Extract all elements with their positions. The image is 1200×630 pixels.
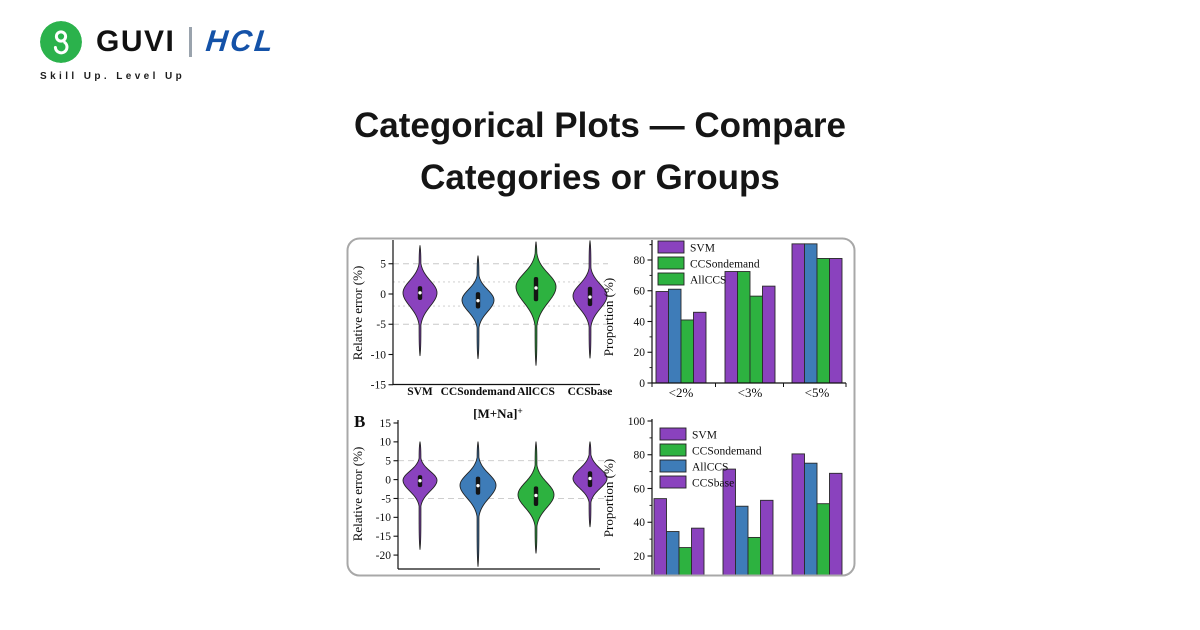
brand-guvi-text: GUVI (96, 25, 176, 58)
legend-label: CCSondemand (690, 259, 760, 271)
bar-bar-chart-top-g3-b4 (829, 258, 843, 384)
violin-v2 (459, 441, 497, 567)
legend-label: CCSondemand (692, 446, 762, 458)
legend-swatch-AllCCS (657, 272, 685, 286)
svg-text:0: 0 (639, 378, 645, 390)
legend-swatch-CCSbase (659, 475, 687, 489)
page-title-line2: Categories or Groups (420, 158, 780, 197)
legend-swatch-CCSondemand (657, 256, 685, 270)
brand-divider (189, 27, 192, 57)
bar-bar-chart-bottom-g1-b1 (653, 498, 667, 576)
svg-text:Proportion (%): Proportion (%) (601, 278, 616, 356)
legend-swatch-AllCCS (659, 459, 687, 473)
bar-bar-chart-top-g1-b2 (668, 288, 682, 384)
brand-header: GUVI HCL Skill Up. Level Up (40, 20, 277, 82)
svg-text:-5: -5 (381, 493, 391, 505)
violin-AllCCS (515, 241, 557, 366)
bar-bar-chart-bottom-g1-b2 (666, 531, 680, 576)
legend-swatch-CCSondemand (659, 443, 687, 457)
legend-label: SVM (690, 243, 715, 255)
svg-text:80: 80 (634, 450, 646, 462)
svg-text:40: 40 (634, 316, 646, 328)
svg-text:60: 60 (634, 286, 646, 298)
svg-text:60: 60 (634, 483, 646, 495)
figure-svg: 5 0 -5 -10 -15 Relative error (%) SVM CCSondema… (346, 237, 856, 577)
violin-v1 (402, 441, 438, 550)
legend-swatch-SVM (659, 427, 687, 441)
bar-bar-chart-top-g2-b3 (749, 295, 763, 384)
svg-text:-15: -15 (376, 531, 392, 543)
figure-content: 5 0 -5 -10 -15 Relative error (%) SVM CCSondema… (350, 240, 847, 576)
legend-label: CCSbase (692, 478, 734, 490)
figure-panel-border (346, 237, 856, 577)
bar-bar-chart-bottom-g2-b4 (760, 499, 774, 576)
svg-text:-20: -20 (376, 550, 392, 562)
bar-bar-chart-top-g2-b1 (724, 271, 738, 384)
bar-bar-chart-top-g1-b1 (655, 291, 669, 384)
svg-text:40: 40 (634, 517, 646, 529)
svg-text:-5: -5 (376, 319, 386, 331)
bar-bar-chart-bottom-g2-b3 (747, 536, 761, 576)
bar-bar-chart-bottom-g3-b1 (791, 453, 805, 576)
bar-bar-chart-bottom-g3-b4 (829, 472, 843, 576)
page-title: Categorical Plots — Compare Categories o… (0, 100, 1200, 204)
subplot-title: [M+Na]+ (473, 406, 523, 421)
bar-bar-chart-top-g3-b3 (816, 258, 830, 384)
violin-plot-b: 15 10 5 0 -5 -10 -15 -20 Relative error (%) B [M+N… (350, 406, 608, 570)
svg-text:-10: -10 (376, 512, 392, 524)
bar-bar-chart-top-g3-b2 (804, 243, 818, 384)
svg-text:<3%: <3% (738, 385, 763, 400)
svg-text:80: 80 (634, 255, 646, 267)
legend-label: AllCCS (692, 462, 728, 474)
bar-bar-chart-top-g3-b1 (791, 243, 805, 384)
svg-text:0: 0 (385, 474, 391, 486)
svg-text:SVM: SVM (407, 386, 433, 398)
svg-text:5: 5 (380, 259, 386, 271)
svg-text:100: 100 (628, 416, 646, 428)
svg-text:Proportion (%): Proportion (%) (601, 459, 616, 537)
bar-chart-top: 0 20 40 60 80 Proportion (%) <2% <3% <5% SVM CCSon… (601, 240, 847, 400)
bar-bar-chart-bottom-g3-b2 (804, 462, 818, 576)
svg-text:10: 10 (380, 437, 392, 449)
svg-text:15: 15 (380, 418, 392, 430)
svg-text:AllCCS: AllCCS (517, 386, 555, 398)
svg-text:<2%: <2% (669, 385, 694, 400)
svg-text:CCSbase: CCSbase (568, 386, 613, 398)
svg-text:0: 0 (380, 289, 386, 301)
svg-text:-15: -15 (371, 380, 387, 392)
bar-bar-chart-bottom-g1-b3 (678, 547, 692, 576)
panel-letter: B (354, 412, 365, 431)
bar-bar-chart-top-g2-b2 (737, 271, 751, 384)
bar-bar-chart-top-g1-b4 (693, 311, 707, 384)
figure-panel: 5 0 -5 -10 -15 Relative error (%) SVM CCSondema… (346, 237, 856, 577)
bar-bar-chart-top-g1-b3 (680, 319, 694, 384)
svg-text:Relative error (%): Relative error (%) (350, 447, 365, 542)
svg-text:20: 20 (634, 551, 646, 563)
legend-swatch-SVM (657, 240, 685, 254)
svg-text:20: 20 (634, 347, 646, 359)
svg-text:CCSondemand: CCSondemand (441, 386, 516, 398)
svg-text:<5%: <5% (805, 385, 830, 400)
bar-bar-chart-top-g2-b4 (762, 285, 776, 384)
bar-bar-chart-bottom-g3-b3 (816, 503, 830, 576)
brand-tagline: Skill Up. Level Up (40, 71, 186, 82)
legend-label: AllCCS (690, 275, 726, 287)
brand-hcl-text: HCL (204, 25, 277, 58)
svg-text:Relative error (%): Relative error (%) (350, 266, 365, 361)
svg-text:-10: -10 (371, 349, 387, 361)
svg-text:5: 5 (385, 456, 391, 468)
bar-bar-chart-bottom-g1-b4 (691, 527, 705, 576)
bar-chart-bottom: 20 40 60 80 100 Proportion (%) SVM CCSondemand A… (601, 416, 843, 576)
guvi-g-icon (40, 21, 82, 63)
violin-SVM (402, 245, 438, 357)
bar-bar-chart-bottom-g2-b2 (735, 505, 749, 576)
violin-plot-a: 5 0 -5 -10 -15 Relative error (%) SVM CCSondema… (350, 240, 612, 398)
page-title-line1: Categorical Plots — Compare (353, 106, 847, 145)
legend-label: SVM (692, 430, 717, 442)
